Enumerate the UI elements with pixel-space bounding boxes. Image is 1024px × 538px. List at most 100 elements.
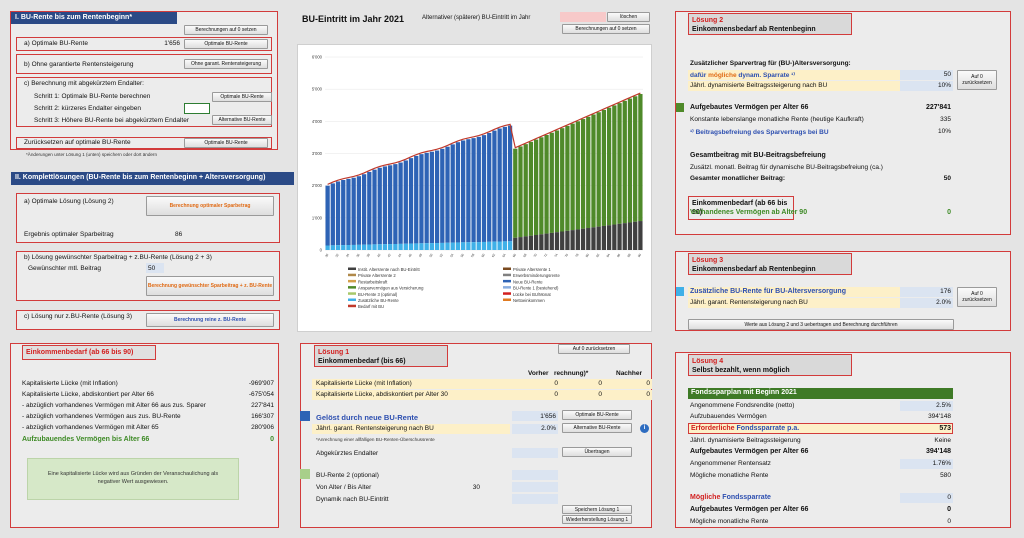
- bar-ansparvermoegen: [554, 130, 560, 233]
- bar-neue-bu-rente: [445, 146, 450, 243]
- l3-zus-input[interactable]: [900, 287, 953, 297]
- bar-institutionelle-rente: [565, 230, 570, 250]
- l3-zus-fill: [688, 287, 953, 297]
- chart-area: 0 1'000 2'000 3'000 4'000 5'000 6'000 30 32 34 36 3…: [297, 44, 652, 332]
- restore-solution-1-button[interactable]: Wiederherstellung Lösung 1: [562, 515, 632, 524]
- optimal-savings-button[interactable]: Berechnung optimaler Sparbetrag: [146, 196, 274, 216]
- section-2-title: II. Komplettlösungen (BU-Rente bis zum R…: [11, 172, 294, 185]
- l4-dyn-value: Keine: [934, 437, 951, 444]
- bar-ansparvermoegen: [549, 132, 554, 233]
- step-1-button[interactable]: Optimale BU-Rente: [212, 92, 272, 102]
- bis-input[interactable]: [512, 482, 558, 492]
- befr-label: ¹⁾ Beitragsbefreiung des Sparvertrags be…: [690, 129, 829, 136]
- rendite-input[interactable]: [900, 401, 953, 411]
- delete-button[interactable]: löschen: [607, 12, 650, 22]
- mfs-input[interactable]: [900, 493, 953, 503]
- erf-value: 573: [939, 425, 951, 432]
- l1-row-2-v3: 0: [646, 391, 650, 398]
- solution-3-reset-button[interactable]: Auf 0 zurücksetzen: [957, 287, 997, 307]
- reset-calculations-button[interactable]: Berechnungen auf 0 setzen: [184, 25, 268, 35]
- x-tick-label: 64: [501, 253, 506, 258]
- step-3-button[interactable]: Alternative BU-Rente: [212, 115, 272, 125]
- garant-value-cell[interactable]: [512, 424, 558, 434]
- garant-value: 2.0%: [541, 425, 556, 432]
- x-tick-label: 34: [345, 253, 350, 258]
- l3-garant-input[interactable]: [900, 298, 953, 308]
- optimal-bu-label: a) Optimale BU-Rente: [24, 40, 88, 47]
- no-increase-button[interactable]: Ohne garant. Rentensteigerung: [184, 59, 268, 69]
- solution-2-reset-button[interactable]: Auf 0 zurücksetzen: [957, 70, 997, 90]
- solution-1-reset-button[interactable]: Auf 0 zurücksetzen: [558, 344, 630, 354]
- abg-input[interactable]: [512, 448, 558, 458]
- legend-swatch: [503, 279, 511, 283]
- l2-dyn-input[interactable]: [900, 81, 953, 91]
- gesamt-value: 50: [943, 175, 951, 182]
- x-tick-label: 48: [418, 253, 423, 258]
- solved-value-cell[interactable]: [512, 411, 558, 421]
- bar-ansparvermoegen: [606, 107, 612, 226]
- bar-neue-bu-rente: [419, 154, 424, 244]
- bar-zusaetzliche-bu-rente: [471, 242, 476, 250]
- mogl-label: Mögliche monatliche Rente: [690, 472, 769, 479]
- reset-optimal-button[interactable]: Optimale BU-Rente: [184, 138, 268, 148]
- optimal-bu-button[interactable]: Optimale BU-Rente: [184, 39, 268, 49]
- legend-label: Private Altersrente 2: [358, 273, 396, 278]
- bar-neue-bu-rente: [351, 177, 356, 245]
- alt-year-input[interactable]: [560, 12, 606, 22]
- end-age-input[interactable]: [184, 103, 210, 114]
- bar-institutionelle-rente: [596, 226, 601, 250]
- legend-label: BU-Rente 3 (optimal): [358, 292, 398, 297]
- save-solution-1-button[interactable]: Speichern Lösung 1: [562, 505, 632, 514]
- dyn-input[interactable]: [512, 494, 558, 504]
- solution-1-alternative-button[interactable]: Alternative BU-Rente: [562, 423, 632, 433]
- no-increase-label: b) Ohne garantierte Rentensteigerung: [24, 61, 134, 68]
- legend-swatch: [503, 273, 511, 277]
- x-tick-label: 70: [533, 253, 538, 258]
- abg-label: Abgekürztes Endalter: [316, 450, 379, 457]
- bar-zusaetzliche-bu-rente: [492, 241, 497, 250]
- transfer-button[interactable]: Übertragen: [562, 447, 632, 457]
- verm-label: Aufgebautes Vermögen per Alter 66: [690, 104, 809, 111]
- reset-center-button[interactable]: Berechnungen auf 0 setzen: [562, 24, 650, 34]
- legend-label: Instit. Altersrente nach BU-Eintritt: [358, 267, 421, 272]
- bar-neue-bu-rente: [377, 167, 382, 245]
- spar-label: dafür mögliche dynam. Sparrate ¹⁾: [690, 72, 795, 79]
- desired-savings-button[interactable]: Berechnung gewünschter Sparbeitrag + z. …: [146, 276, 274, 296]
- solution-1-optimal-button[interactable]: Optimale BU-Rente: [562, 410, 632, 420]
- bar-ansparvermoegen: [565, 125, 570, 231]
- x-tick-label: 62: [491, 253, 496, 258]
- optimal-savings-value: 86: [175, 231, 183, 238]
- bu2-input[interactable]: [512, 470, 558, 480]
- spar-input[interactable]: [900, 70, 953, 80]
- bar-neue-bu-rente: [455, 142, 461, 243]
- bar-zusaetzliche-bu-rente: [408, 243, 414, 250]
- bar-neue-bu-rente: [403, 160, 408, 244]
- bar-institutionelle-rente: [533, 234, 539, 250]
- transfer-solutions-button[interactable]: Werte aus Lösung 2 und 3 uebertragen und…: [688, 319, 954, 330]
- bar-zusaetzliche-bu-rente: [487, 241, 492, 250]
- bu-only-button[interactable]: Berechnung reine z. BU-Rente: [146, 313, 274, 327]
- x-tick-label: 46: [408, 253, 413, 258]
- bar-ansparvermoegen: [570, 123, 575, 231]
- renten-input[interactable]: [900, 459, 953, 469]
- legend-swatch: [348, 304, 356, 308]
- optimal-savings-label: Ergebnis optimaler Sparbeitrag: [24, 231, 114, 238]
- bar-institutionelle-rente: [539, 234, 544, 250]
- fonds-header: [688, 388, 953, 399]
- gesamt-label: Gesamter monatlicher Beitrag:: [690, 175, 786, 182]
- bu2-swatch: [300, 469, 310, 479]
- aufg2-value: 0: [947, 506, 951, 513]
- legend-label: Lücke bei BU/Monat: [513, 292, 552, 297]
- desired-savings-label: b) Lösung gewünschter Sparbeitrag + z.BU…: [24, 254, 212, 261]
- line-bedarf-mit-bu: [327, 92, 641, 185]
- desired-contribution-input[interactable]: [146, 263, 164, 273]
- aufzu-value: 394'148: [928, 413, 951, 420]
- info-icon[interactable]: i: [640, 424, 649, 433]
- bar-neue-bu-rente: [335, 181, 341, 246]
- bar-ansparvermoegen: [638, 93, 643, 222]
- bar-ansparvermoegen: [612, 105, 617, 225]
- bar-ansparvermoegen: [533, 139, 539, 235]
- bar-neue-bu-rente: [476, 136, 481, 243]
- bar-ansparvermoegen: [575, 121, 580, 230]
- bar-neue-bu-rente: [440, 148, 445, 243]
